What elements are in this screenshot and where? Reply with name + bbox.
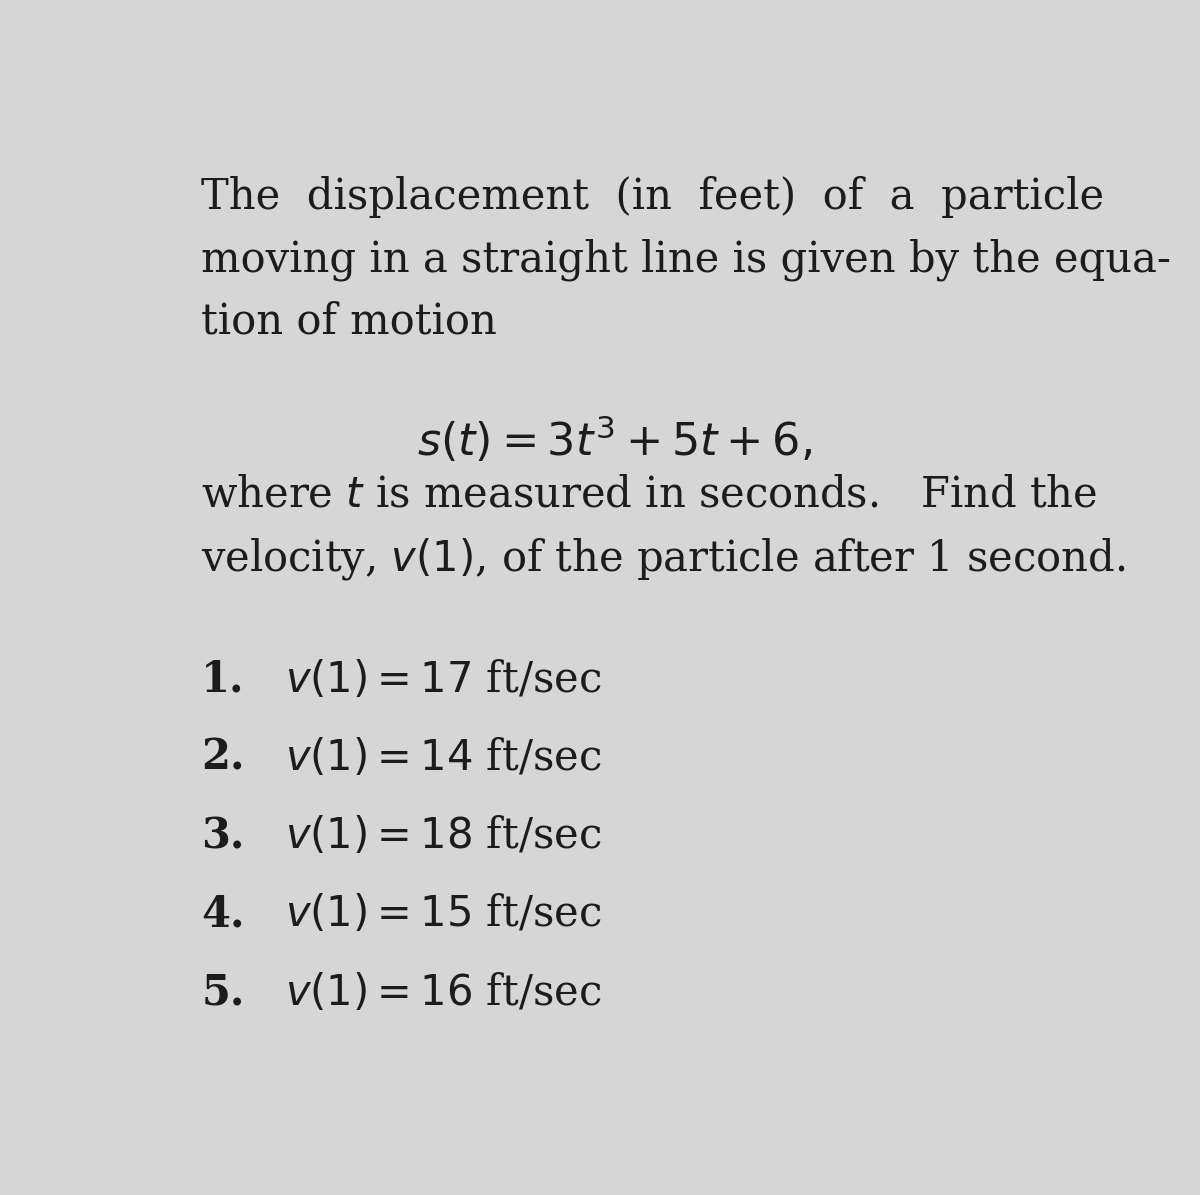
- Text: 5.: 5.: [202, 972, 245, 1013]
- Text: $s(t)  =  3t^3 + 5t + 6,$: $s(t) = 3t^3 + 5t + 6,$: [418, 413, 812, 465]
- Text: 3.: 3.: [202, 815, 245, 857]
- Text: $v(1)  =  16$ ft/sec: $v(1) = 16$ ft/sec: [284, 972, 601, 1013]
- Text: tion of motion: tion of motion: [202, 301, 497, 343]
- Text: $v(1)  =  18$ ft/sec: $v(1) = 18$ ft/sec: [284, 815, 601, 857]
- Text: 2.: 2.: [202, 737, 245, 779]
- Text: The  displacement  (in  feet)  of  a  particle: The displacement (in feet) of a particle: [202, 176, 1104, 217]
- Text: where $t$ is measured in seconds.   Find the: where $t$ is measured in seconds. Find t…: [202, 473, 1097, 516]
- Text: velocity, $v(1)$, of the particle after 1 second.: velocity, $v(1)$, of the particle after …: [202, 537, 1126, 582]
- Text: $v(1)  =  14$ ft/sec: $v(1) = 14$ ft/sec: [284, 737, 601, 779]
- Text: 4.: 4.: [202, 894, 245, 936]
- Text: $v(1)  =  15$ ft/sec: $v(1) = 15$ ft/sec: [284, 894, 601, 936]
- Text: moving in a straight line is given by the equa-: moving in a straight line is given by th…: [202, 238, 1171, 281]
- Text: $v(1)  =  17$ ft/sec: $v(1) = 17$ ft/sec: [284, 658, 601, 700]
- Text: 1.: 1.: [202, 658, 245, 700]
